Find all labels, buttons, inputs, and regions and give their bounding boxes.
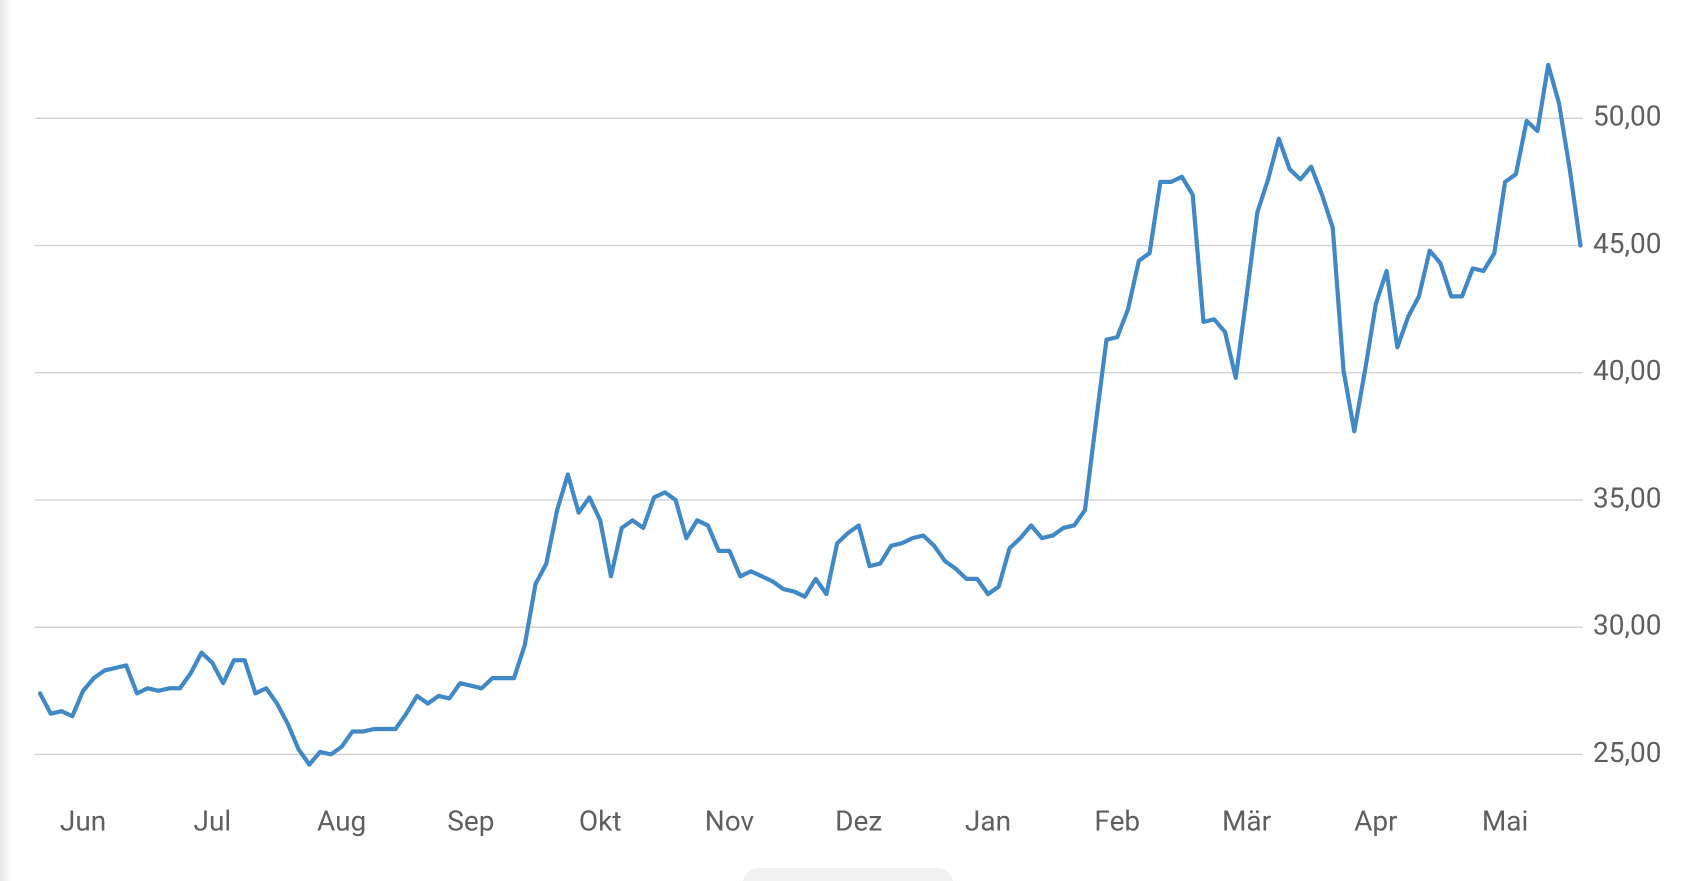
x-tick-label: Aug [317,804,366,837]
x-tick-label: Okt [579,804,622,837]
y-tick-label: 25,00 [1593,736,1661,769]
y-tick-label: 35,00 [1593,481,1661,514]
left-edge-shadow [0,0,12,881]
x-tick-label: Apr [1354,804,1398,837]
x-tick-label: Dez [835,804,882,837]
x-tick-label: Feb [1094,804,1140,837]
x-tick-label: Jul [194,804,232,837]
x-tick-label: Jun [60,804,106,837]
x-tick-label: Mär [1222,804,1272,837]
x-tick-label: Nov [705,804,755,837]
x-tick-label: Mai [1482,804,1528,837]
y-tick-label: 50,00 [1593,100,1661,133]
y-tick-label: 40,00 [1593,354,1661,387]
y-tick-label: 30,00 [1593,609,1661,642]
price-line [37,62,1583,767]
x-tick-label: Sep [447,804,494,837]
x-tick-label: Jan [965,804,1011,837]
scroll-handle[interactable] [743,868,953,881]
y-tick-label: 45,00 [1593,227,1661,260]
